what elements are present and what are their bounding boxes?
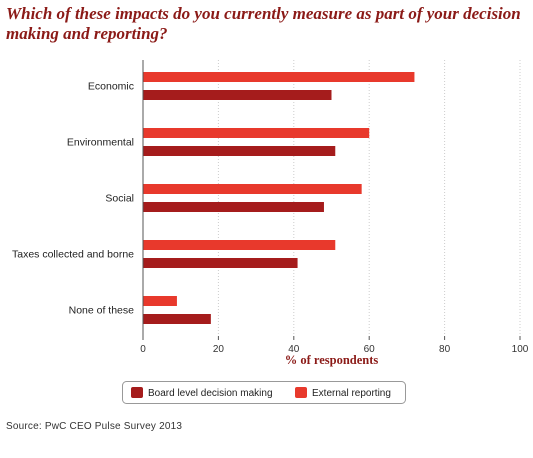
category-label: None of these	[69, 305, 135, 317]
x-tick-label: 40	[288, 344, 300, 355]
bar-external-reporting	[143, 72, 415, 82]
bar-external-reporting	[143, 240, 336, 250]
bar-external-reporting	[143, 184, 362, 194]
bar-board-level	[143, 314, 211, 324]
legend-label: External reporting	[312, 388, 391, 399]
legend-label: Board level decision making	[148, 388, 273, 399]
bar-external-reporting	[143, 128, 370, 138]
legend: Board level decision making External repo…	[122, 381, 406, 404]
category-label: Social	[105, 193, 134, 205]
x-tick-label: 100	[512, 344, 529, 355]
bar-external-reporting	[143, 296, 177, 306]
bar-board-level	[143, 146, 336, 156]
category-label: Economic	[88, 81, 134, 93]
chart-title: Which of these impacts do you currently …	[6, 4, 521, 43]
grid-lines	[217, 60, 521, 336]
bars	[143, 72, 415, 324]
legend-box	[122, 381, 406, 404]
category-labels: Economic Environmental Social Taxes collect…	[12, 81, 134, 317]
legend-swatch	[131, 387, 143, 398]
x-tick-labels: 0 20 40 60 80 100	[140, 336, 529, 355]
bar-board-level	[143, 90, 332, 100]
x-tick-label: 0	[140, 344, 146, 355]
category-label: Environmental	[67, 137, 134, 149]
x-tick-label: 60	[364, 344, 376, 355]
category-label: Taxes collected and borne	[12, 249, 134, 261]
bar-board-level	[143, 202, 324, 212]
legend-swatch	[295, 387, 307, 398]
x-tick-label: 80	[439, 344, 451, 355]
source-note: Source: PwC CEO Pulse Survey 2013	[6, 421, 183, 432]
x-tick-label: 20	[213, 344, 225, 355]
x-axis-label: % of respondents	[285, 353, 379, 367]
bar-board-level	[143, 258, 298, 268]
